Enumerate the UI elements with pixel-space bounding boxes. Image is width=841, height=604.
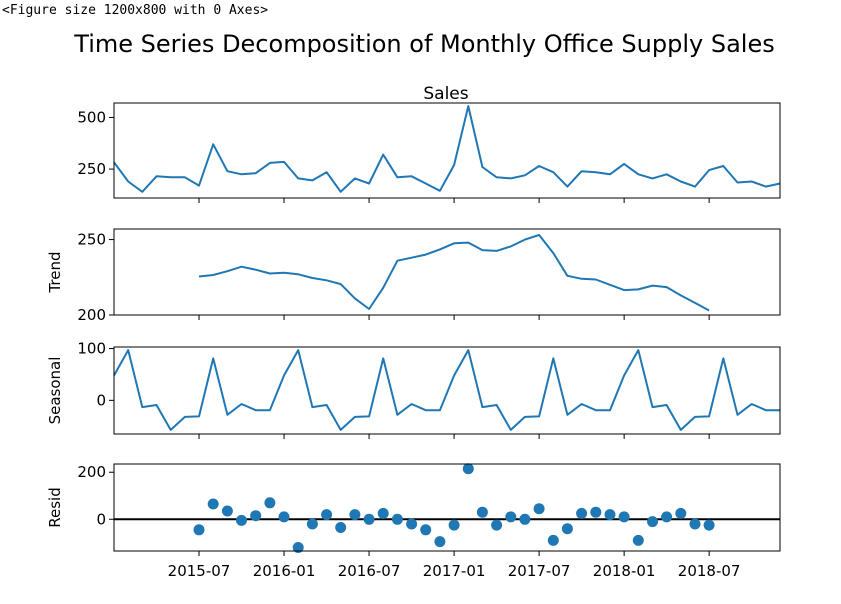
data-point — [505, 511, 517, 523]
output-repr-text: <Figure size 1200x800 with 0 Axes> — [2, 3, 269, 18]
data-point — [420, 524, 432, 536]
series-line — [198, 234, 710, 312]
series-line — [113, 349, 780, 431]
panel-title: Sales — [423, 84, 468, 104]
y-tick-label: 250 — [77, 160, 106, 178]
data-point — [193, 524, 205, 536]
axes-frame — [113, 228, 781, 316]
data-point — [349, 509, 361, 521]
y-axis-label: Seasonal — [46, 357, 64, 425]
y-tick-label: 0 — [96, 391, 106, 409]
y-tick-label: 500 — [77, 108, 106, 126]
data-point — [703, 519, 715, 531]
y-tick-label: 100 — [77, 340, 106, 358]
x-tick-label: 2017-01 — [423, 562, 486, 580]
x-tick-label: 2016-01 — [253, 562, 316, 580]
x-tick-label: 2017-07 — [508, 562, 571, 580]
data-point — [632, 534, 644, 546]
data-point — [604, 509, 616, 521]
axes-frame — [113, 102, 781, 199]
data-point — [576, 507, 588, 519]
y-tick-label: 200 — [77, 463, 106, 481]
figure-title: Time Series Decomposition of Monthly Off… — [74, 30, 775, 58]
data-point — [292, 542, 304, 553]
data-point — [491, 519, 503, 531]
data-point — [462, 463, 474, 475]
data-point — [547, 534, 559, 546]
data-point — [519, 513, 531, 525]
data-point — [689, 518, 701, 530]
y-tick-label: 200 — [77, 306, 106, 324]
y-axis-label: Trend — [46, 251, 64, 293]
x-tick-label: 2015-07 — [168, 562, 231, 580]
data-point — [675, 507, 687, 519]
data-point — [476, 506, 488, 518]
y-axis-label: Resid — [46, 487, 64, 527]
data-point — [377, 507, 389, 519]
panel-seasonal: Seasonal 0 100 — [46, 340, 781, 439]
data-point — [363, 513, 375, 525]
data-point — [321, 509, 333, 521]
data-point — [236, 514, 247, 526]
data-point — [618, 511, 630, 523]
axes-frame — [113, 463, 781, 552]
data-point — [306, 518, 318, 530]
data-point — [561, 523, 573, 535]
data-point — [335, 522, 347, 533]
x-tick-label: 2018-07 — [678, 562, 741, 580]
panel-resid: Resid 0 200 — [46, 463, 781, 556]
data-point — [264, 497, 276, 509]
x-axis: 2015-07 2016-01 2016-07 2017-01 2017-07 2018-… — [168, 562, 741, 580]
data-point — [661, 511, 673, 523]
y-tick-label: 250 — [77, 231, 106, 249]
x-tick-label: 2016-07 — [338, 562, 401, 580]
panel-observed: Sales 250 500 — [77, 84, 781, 203]
panel-trend: Trend 200 250 — [46, 228, 781, 324]
data-point — [207, 498, 219, 510]
axes-frame — [113, 346, 781, 435]
data-point — [647, 516, 658, 528]
data-point — [434, 536, 446, 548]
data-point — [406, 518, 418, 530]
data-point — [391, 513, 403, 525]
data-point — [278, 511, 290, 523]
data-point — [533, 503, 545, 515]
data-point — [221, 505, 233, 517]
data-point — [448, 519, 460, 531]
series-line — [113, 105, 781, 193]
data-point — [250, 510, 262, 522]
data-point — [590, 506, 602, 518]
y-tick-label: 0 — [96, 510, 106, 528]
x-tick-label: 2018-01 — [593, 562, 656, 580]
